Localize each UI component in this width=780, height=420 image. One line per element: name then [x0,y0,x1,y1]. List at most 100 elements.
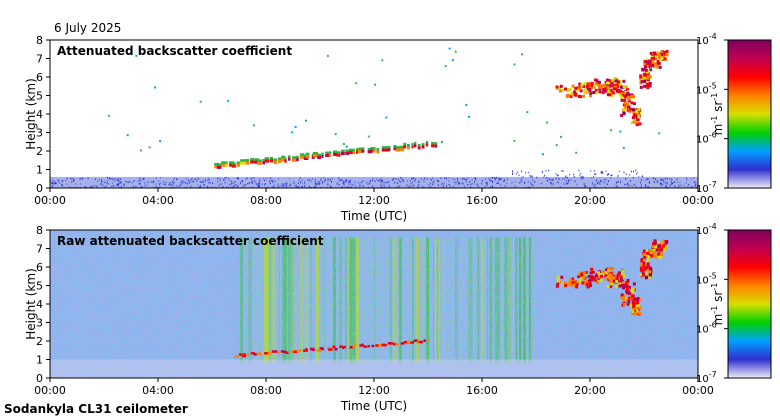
cloud-cell [285,351,289,355]
boundary-cell [379,178,381,180]
boundary-cell [103,181,105,183]
boundary-cell [118,178,120,180]
boundary-cell [645,179,647,182]
upper-cloud-cell [648,273,652,277]
boundary-cell [114,177,116,180]
y-tick-label: 5 [36,280,43,293]
upper-cloud-cell [651,61,655,65]
boundary-cell [165,181,167,184]
upper-cloud-cell [663,57,667,61]
x-tick-label: 12:00 [358,384,390,397]
boundary-cell [304,185,306,187]
upper-cloud-cell [561,89,565,92]
boundary-cell [683,185,685,187]
upper-cloud-cell [640,259,644,263]
boundary-cell [66,177,68,179]
upper-cloud-cell [612,279,616,283]
boundary-cell [549,179,551,181]
upper-cloud-cell [656,254,660,258]
boundary-cell [196,177,198,180]
boundary-cell [489,178,491,181]
boundary-cell [317,183,319,185]
boundary-cell [201,181,203,184]
cloud-cell [303,349,308,352]
boundary-cell [54,181,56,183]
cloud-cell [434,144,438,148]
boundary-cell [442,186,444,188]
boundary-cell [301,182,303,184]
boundary-cell [282,185,284,187]
isolated-return [367,135,370,138]
boundary-cell [232,182,234,185]
cloud-cell [264,159,270,163]
upper-cloud-cell [604,271,608,275]
upper-cloud-cell [616,85,620,89]
boundary-cell [151,181,153,183]
upper-cloud-cell [610,94,614,98]
cloud-cell [370,149,374,153]
boundary-cell [317,181,319,183]
boundary-cell [413,184,415,187]
boundary-cell [610,177,612,179]
upper-cloud-cell [642,261,646,265]
boundary-cell [440,183,442,186]
upper-cloud-cell [622,303,626,306]
upper-cloud-cell [648,75,652,79]
upper-cloud-cell [646,63,650,66]
y-tick-label: 7 [36,53,43,66]
boundary-cell [204,180,206,182]
boundary-cell [605,170,607,172]
upper-cloud-cell [660,53,664,56]
upper-cloud-cell [649,267,653,271]
boundary-cell [264,184,265,186]
cloud-cell [316,349,322,352]
upper-cloud-cell [650,55,654,58]
boundary-cell [627,186,629,188]
upper-cloud-cell [665,53,669,57]
boundary-cell [288,185,290,187]
upper-cloud-cell [627,99,631,103]
colorbar-tick-exponent: -4 [709,222,717,231]
cloud-cell [393,144,397,149]
upper-cloud-cell [653,239,657,243]
upper-cloud-cell [621,272,625,276]
boundary-cell [228,183,230,186]
boundary-cell [429,178,431,181]
boundary-cell [195,179,197,182]
upper-cloud-cell [638,311,642,315]
boundary-cell [421,185,423,187]
boundary-cell [263,178,265,180]
boundary-cell [117,179,119,182]
isolated-return [345,145,348,148]
upper-cloud-cell [583,271,586,275]
upper-cloud-cell [617,271,621,275]
isolated-return [622,146,625,149]
upper-cloud-cell [661,242,665,246]
boundary-cell [474,177,476,180]
upper-cloud-cell [592,276,596,279]
boundary-cell [690,178,692,180]
boundary-cell [470,183,472,186]
upper-cloud-cell [648,62,652,66]
boundary-cell [190,186,191,188]
upper-cloud-cell [633,110,637,114]
cloud-cell [417,144,421,149]
boundary-cell [446,177,447,180]
boundary-cell [318,181,320,183]
boundary-cell [118,183,119,186]
boundary-cell [187,179,189,181]
boundary-cell [271,179,273,182]
boundary-cell [286,182,288,184]
cloud-cell [425,143,429,147]
upper-cloud-cell [621,280,625,284]
boundary-cell [426,178,428,180]
cloud-cell [296,349,299,353]
boundary-cell [220,183,222,185]
upper-cloud-cell [651,251,655,255]
boundary-cell [580,176,582,178]
upper-cloud-cell [568,88,572,92]
boundary-cell [133,180,135,182]
boundary-cell [105,185,107,187]
boundary-cell [665,183,667,186]
boundary-cell [199,181,201,183]
